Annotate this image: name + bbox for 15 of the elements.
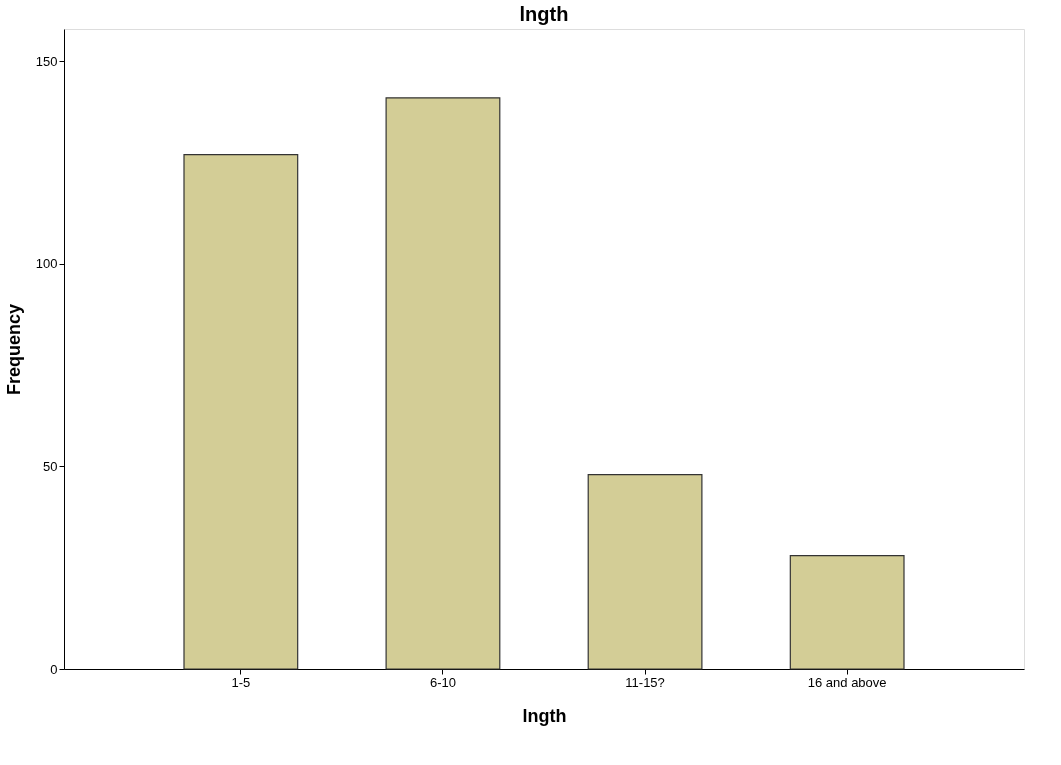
x-tick-label: 11-15? — [625, 674, 665, 690]
x-tick-label: 16 and above — [807, 674, 887, 690]
bar — [385, 97, 501, 670]
bar — [183, 153, 299, 670]
y-tick-label: 150 — [35, 53, 58, 69]
bar — [587, 473, 703, 670]
x-tick-label: 1-5 — [231, 674, 251, 690]
bar — [789, 554, 905, 670]
x-axis-title: lngth — [522, 705, 567, 726]
chart-title: lngth — [519, 3, 569, 25]
y-tick-label: 100 — [35, 256, 58, 272]
x-tick-label: 6-10 — [429, 674, 456, 690]
y-axis-title: Frequency — [3, 303, 24, 396]
y-tick-label: 0 — [50, 661, 58, 677]
y-tick-label: 50 — [43, 458, 58, 474]
